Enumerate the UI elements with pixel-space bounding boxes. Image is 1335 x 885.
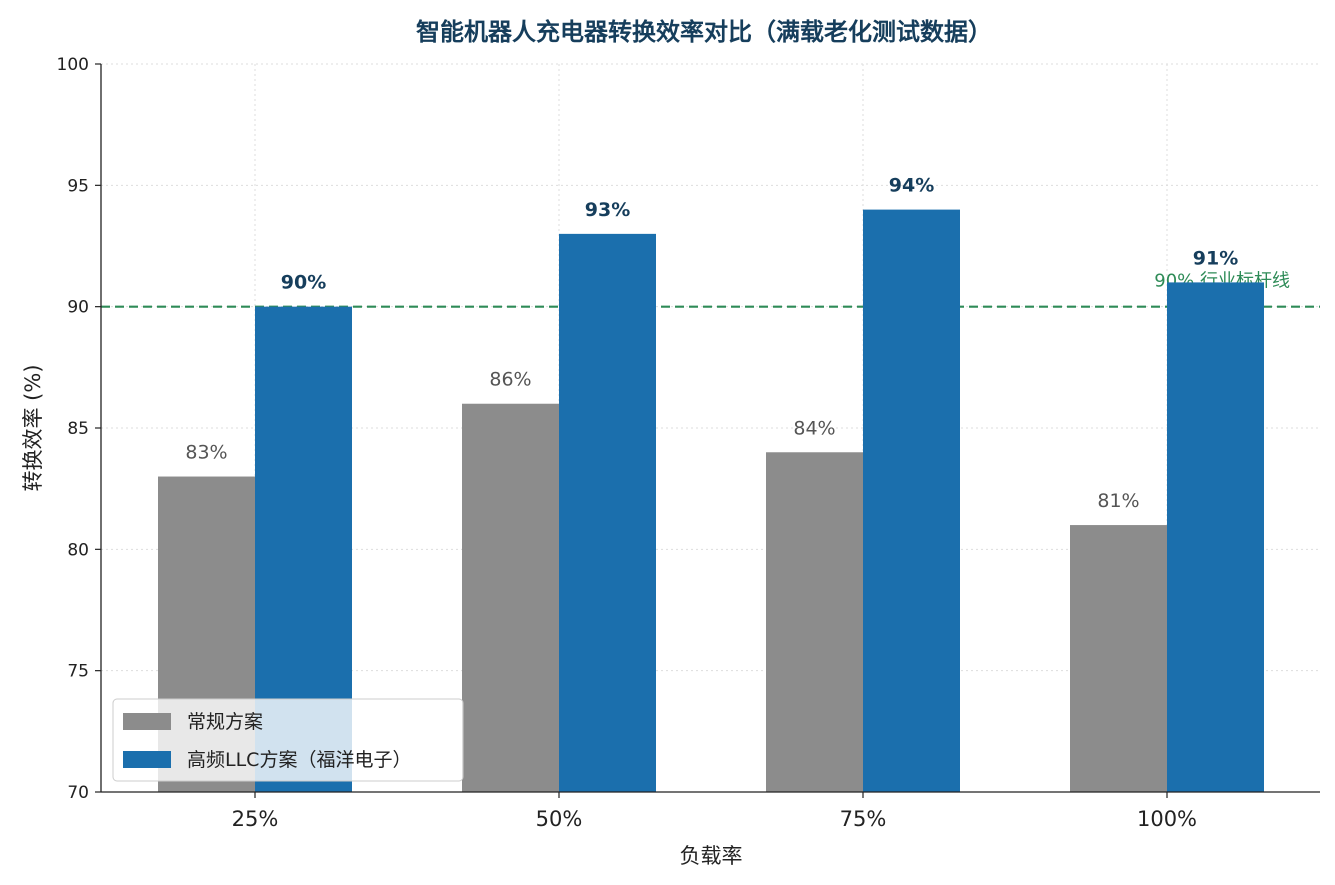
bar-conventional [766, 452, 863, 792]
data-label-llc: 91% [1193, 247, 1238, 269]
y-tick-label: 100 [57, 55, 89, 75]
x-tick-label: 75% [840, 807, 887, 831]
data-label-llc: 94% [889, 175, 934, 197]
x-tick-label: 50% [536, 807, 583, 831]
legend-swatch [123, 713, 171, 730]
bar-conventional [1070, 525, 1167, 792]
y-tick-label: 70 [67, 783, 89, 803]
legend-box [112, 698, 464, 782]
y-ticks-group: 70 75 80 85 90 95 100 [57, 55, 101, 803]
legend-entry: 高频LLC方案（福洋电子） [187, 749, 411, 771]
data-label-llc: 93% [585, 199, 630, 221]
data-label-conventional: 81% [1097, 490, 1139, 512]
bar-llc [559, 233, 656, 792]
bar-llc [1167, 282, 1264, 792]
data-label-conventional: 83% [185, 442, 227, 464]
data-label-conventional: 86% [489, 369, 531, 391]
y-tick-label: 95 [67, 176, 89, 196]
y-tick-label: 85 [67, 419, 89, 439]
data-label-llc: 90% [281, 272, 326, 294]
y-tick-label: 80 [67, 540, 89, 560]
x-axis-label: 负载率 [680, 844, 743, 868]
y-axis-label: 转换效率 (%) [21, 364, 45, 491]
bars-group [158, 209, 1264, 793]
legend-swatch [123, 751, 171, 768]
data-labels-group: 83% 86% 84% 81% 90% 93% 94% 91% [185, 175, 1238, 512]
chart-title: 智能机器人充电器转换效率对比（满载老化测试数据） [416, 18, 992, 46]
legend-entry: 常规方案 [187, 711, 263, 733]
x-ticks-group: 25% 50% 75% 100% [232, 792, 1197, 831]
x-tick-label: 25% [232, 807, 279, 831]
x-tick-label: 100% [1137, 807, 1197, 831]
y-tick-label: 75 [67, 662, 89, 682]
bar-conventional [462, 403, 559, 792]
bar-llc [863, 209, 960, 793]
y-tick-label: 90 [67, 298, 89, 318]
data-label-conventional: 84% [793, 417, 835, 439]
